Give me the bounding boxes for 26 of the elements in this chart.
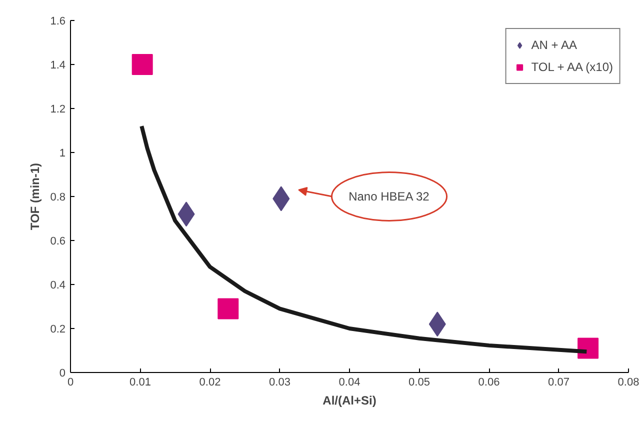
point (578, 338, 599, 359)
y-axis-title: TOF (min-1) (28, 162, 42, 230)
x-tick-label: 0.08 (618, 376, 640, 388)
x-tick-label: 0.03 (269, 376, 290, 388)
x-tick-label: 0.05 (408, 376, 430, 388)
y-tick-label: 1.6 (50, 16, 66, 28)
x-tick-label: 0.02 (199, 376, 221, 388)
x-tick-label: 0.01 (130, 376, 151, 388)
y-tick-label: 0 (59, 368, 66, 380)
y-tick-label: 1.2 (50, 104, 66, 116)
y-tick-label: 0.6 (50, 236, 66, 248)
point (218, 298, 239, 320)
x-tick-label: 0.04 (338, 376, 360, 388)
annotation: Nano HBEA 32 (348, 190, 430, 204)
y-tick-label: 0.2 (50, 324, 66, 336)
legend-label: TOL + AA (x10) (531, 60, 613, 74)
x-tick-label: 0.06 (478, 376, 500, 388)
y-tick-label: 1 (59, 148, 66, 160)
legend-label: AN + AA (531, 38, 577, 52)
y-tick-label: 1.4 (50, 60, 66, 72)
y-tick-label: 0.4 (50, 280, 66, 292)
y-tick-label: 0.8 (50, 192, 66, 204)
x-tick-label: 0.07 (548, 376, 570, 388)
point (132, 54, 153, 75)
x-axis-title: Al/(Al+Si) (322, 394, 376, 408)
x-tick-label: 0 (67, 376, 74, 388)
